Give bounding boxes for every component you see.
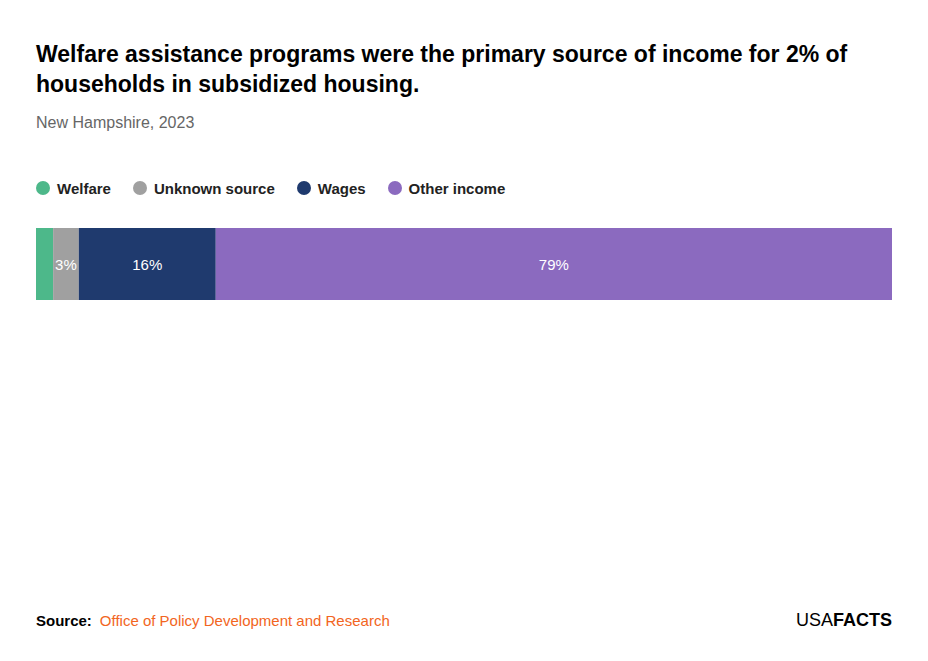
legend-label: Unknown source	[154, 180, 275, 197]
source-label: Source:	[36, 612, 92, 629]
data-label: 3%	[55, 255, 77, 272]
page: Welfare assistance programs were the pri…	[0, 0, 928, 661]
subtitle: New Hampshire, 2023	[36, 114, 892, 132]
chart: 3% 16% 79%	[36, 219, 892, 313]
brand-facts: FACTS	[833, 610, 892, 630]
legend-swatch	[297, 181, 311, 195]
title: Welfare assistance programs were the pri…	[36, 40, 892, 100]
bars	[36, 228, 892, 300]
brand: USAFACTS	[796, 610, 892, 631]
plot: 3% 16% 79%	[36, 219, 892, 309]
data-labels: 3% 16% 79%	[55, 255, 569, 272]
legend-swatch	[388, 181, 402, 195]
legend: Welfare Unknown source Wages Other income	[36, 180, 892, 197]
legend-swatch	[36, 181, 50, 195]
data-label: 16%	[132, 255, 162, 272]
legend-item: Unknown source	[133, 180, 275, 197]
legend-item: Other income	[388, 180, 506, 197]
legend-swatch	[133, 181, 147, 195]
footer: Source: Office of Policy Development and…	[36, 610, 892, 631]
legend-item: Welfare	[36, 180, 111, 197]
bar-segment	[79, 228, 216, 300]
data-label: 79%	[539, 255, 569, 272]
bar-segment	[216, 228, 892, 300]
legend-label: Other income	[409, 180, 506, 197]
source-text: Office of Policy Development and Researc…	[100, 612, 390, 629]
legend-item: Wages	[297, 180, 366, 197]
legend-label: Welfare	[57, 180, 111, 197]
bar-segment	[53, 228, 79, 300]
bar-segment	[36, 228, 53, 300]
legend-label: Wages	[318, 180, 366, 197]
brand-usa: USA	[796, 610, 833, 630]
